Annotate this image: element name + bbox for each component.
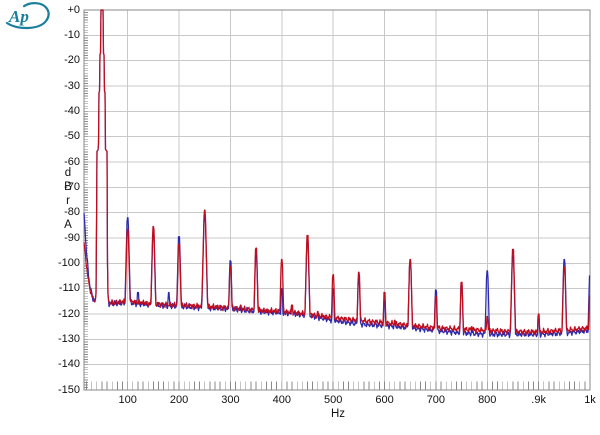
- y-tick-label: -80: [64, 206, 80, 219]
- y-tick-label: -60: [64, 155, 80, 168]
- minor-ticks: [84, 12, 591, 390]
- y-tick-label: -110: [58, 282, 80, 295]
- x-tick-label: 800: [478, 394, 497, 406]
- red-trace: [83, 9, 591, 336]
- y-tick-label: -130: [57, 332, 80, 345]
- y-tick-label: -140: [57, 358, 80, 371]
- plot-border: [83, 9, 591, 391]
- y-tick-label: -100: [57, 256, 80, 269]
- y-tick-label: -90: [64, 231, 80, 244]
- x-tick-label: 400: [272, 394, 291, 406]
- x-tick-label: .9k: [531, 394, 546, 406]
- ap-logo-swoosh: [5, 2, 50, 30]
- y-tick-label: -20: [64, 54, 80, 67]
- x-tick-label: 700: [426, 394, 446, 406]
- ap-logo-text: Ap: [8, 7, 29, 26]
- y-axis-unit-letter: B: [64, 181, 72, 193]
- x-tick-label: 500: [323, 394, 343, 406]
- x-axis-unit-label: Hz: [330, 408, 346, 420]
- y-axis-unit-letter: r: [66, 195, 70, 207]
- weighting-label: A: [64, 219, 72, 231]
- blue-trace: [83, 9, 591, 339]
- y-tick-label: -30: [64, 79, 80, 92]
- x-tick-label: 1k: [584, 394, 596, 406]
- y-tick-label: -150: [57, 383, 80, 396]
- x-tick-label: 200: [169, 394, 189, 406]
- y-tick-label: +0: [67, 3, 80, 16]
- x-tick-label: 300: [221, 394, 240, 406]
- y-tick-label: -40: [64, 104, 80, 117]
- x-tick-label: 100: [118, 394, 137, 406]
- y-axis-unit-letter: d: [64, 167, 72, 179]
- y-tick-label: -50: [64, 130, 80, 143]
- ap-logo: Ap: [5, 2, 50, 30]
- y-tick-label: -70: [64, 180, 80, 193]
- y-tick-label: -10: [64, 28, 80, 41]
- y-tick-label: -120: [57, 307, 80, 320]
- grid-lines: [84, 10, 590, 390]
- x-tick-label: 600: [375, 394, 394, 406]
